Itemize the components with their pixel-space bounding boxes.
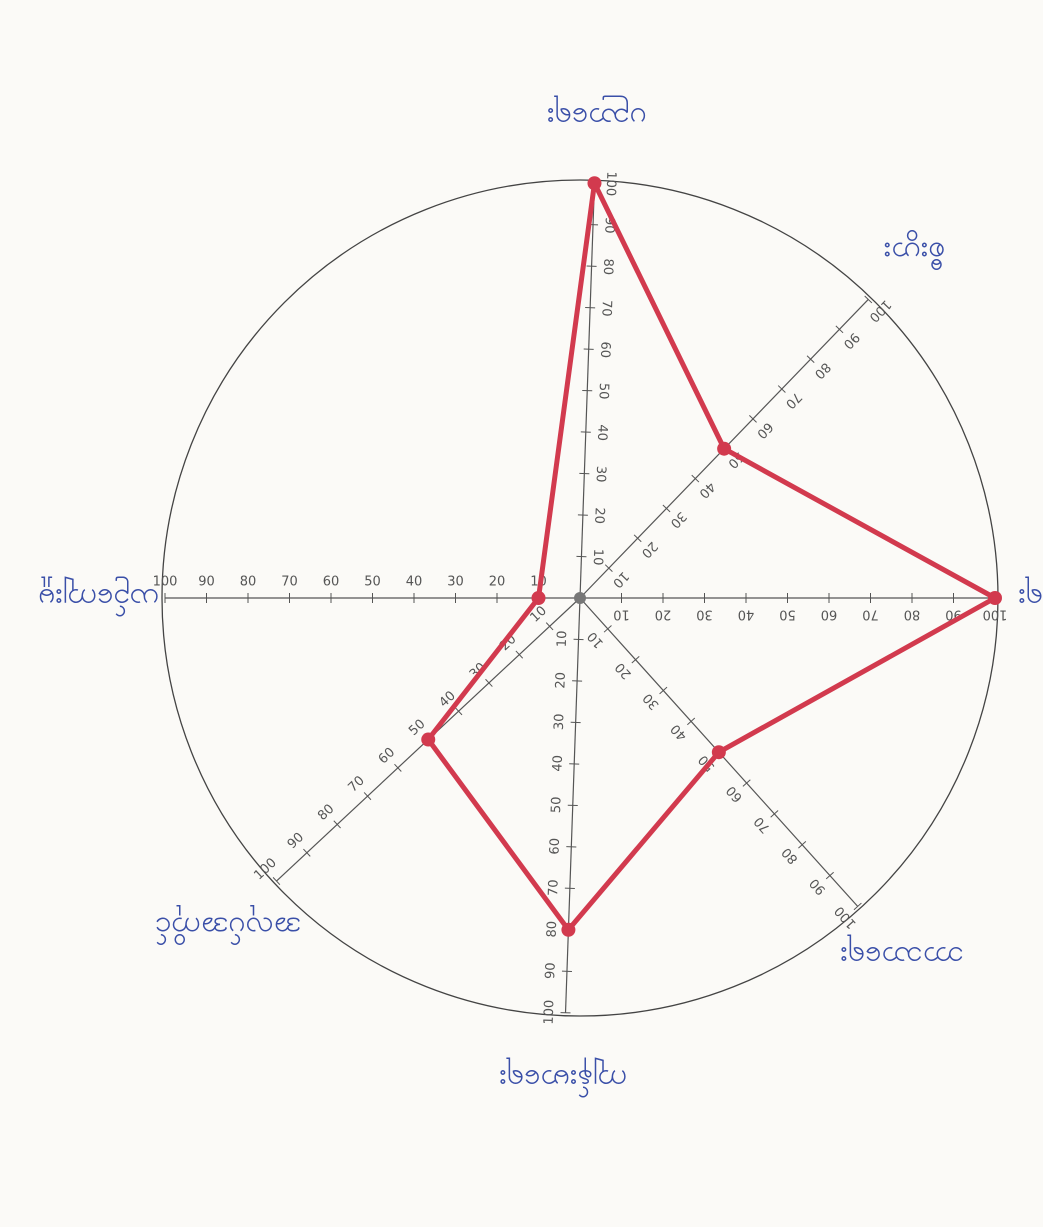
- tick-label: 50: [595, 383, 611, 400]
- tick-label: 90: [543, 962, 559, 979]
- tick-label: 70: [751, 813, 773, 835]
- tick-label: 40: [550, 755, 566, 772]
- tick-label: 50: [549, 796, 565, 813]
- tick-label: 10: [585, 628, 607, 650]
- tick-label: 80: [904, 607, 921, 622]
- tick-label: 30: [593, 466, 609, 483]
- tick-label: 10: [590, 549, 606, 566]
- tick-label: 100: [251, 855, 279, 883]
- axis-label: ကျန်းမာရေး: [499, 1057, 627, 1098]
- tick-label: 20: [655, 607, 672, 622]
- tick-label: 50: [779, 607, 796, 622]
- tick-label: 30: [552, 713, 568, 730]
- tick-label: 60: [724, 783, 746, 805]
- data-point: [712, 745, 726, 759]
- tick-label: 100: [832, 903, 860, 931]
- tick-label: 80: [600, 258, 616, 275]
- data-point: [421, 733, 435, 747]
- axis-label: ယဉ်ကျေးမှု: [38, 576, 159, 617]
- tick-label: 20: [489, 575, 506, 590]
- data-point: [717, 442, 731, 456]
- tick-label: 70: [862, 607, 879, 622]
- tick-label: 90: [807, 875, 829, 897]
- tick-label: 30: [696, 607, 713, 622]
- tick-label: 30: [447, 575, 464, 590]
- axis-label: ပညာရေး: [547, 94, 647, 135]
- axis-label: စီးပွား: [884, 229, 946, 270]
- tick-label: 60: [323, 575, 340, 590]
- tick-label: 80: [545, 921, 561, 938]
- tick-label: 60: [597, 341, 613, 358]
- data-point: [988, 591, 1002, 605]
- tick-label: 60: [548, 838, 564, 855]
- tick-label: 100: [542, 1000, 558, 1025]
- chart: 102030405060708090100ပညာရေး1020304050607…: [0, 0, 1043, 1227]
- tick-label: 40: [738, 607, 755, 622]
- data-point: [561, 923, 575, 937]
- tick-label: 20: [591, 507, 607, 524]
- tick-label: 70: [598, 300, 614, 317]
- data-point: [532, 591, 546, 605]
- tick-label: 90: [198, 575, 215, 590]
- tick-label: 60: [821, 607, 838, 622]
- tick-label: 100: [983, 607, 1008, 622]
- tick-label: 30: [640, 690, 662, 712]
- tick-label: 40: [668, 721, 690, 743]
- axis-label: အလုပ်အကိုင်: [155, 904, 301, 945]
- data-polygon: [428, 183, 995, 930]
- tick-label: 20: [553, 672, 569, 689]
- tick-label: 70: [546, 879, 562, 896]
- axis-label: ဘာသာရေး: [840, 933, 964, 974]
- data-point: [587, 176, 601, 190]
- tick-label: 70: [281, 575, 298, 590]
- tick-label: 40: [406, 575, 423, 590]
- tick-label: 100: [603, 171, 619, 196]
- tick-label: 10: [555, 630, 571, 647]
- tick-label: 10: [613, 607, 630, 622]
- tick-label: 40: [594, 424, 610, 441]
- tick-label: 80: [779, 844, 801, 866]
- center-dot: [574, 592, 586, 604]
- tick-label: 50: [364, 575, 381, 590]
- tick-label: 20: [613, 659, 635, 681]
- axis-label: လူမှုရေး: [1018, 576, 1043, 617]
- tick-label: 80: [240, 575, 257, 590]
- page: 102030405060708090100ပညာရေး1020304050607…: [0, 0, 1043, 1227]
